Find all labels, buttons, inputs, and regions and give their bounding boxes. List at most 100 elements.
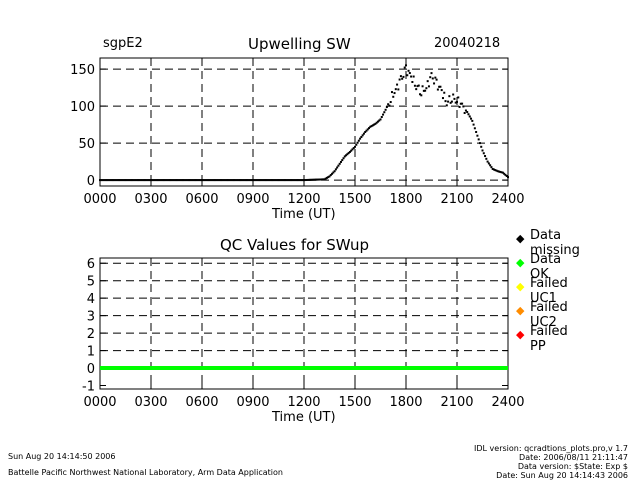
plot1-xlabel: Time (UT) — [272, 207, 336, 222]
data-point — [368, 127, 371, 130]
data-point — [370, 125, 373, 128]
data-point — [312, 178, 315, 181]
data-point — [195, 179, 198, 182]
data-point — [319, 178, 322, 181]
data-point — [198, 179, 201, 182]
data-point — [261, 179, 264, 182]
x-tick-label: 2400 — [491, 192, 524, 207]
data-point — [438, 85, 441, 88]
data-point — [125, 179, 128, 182]
data-point — [199, 179, 202, 182]
data-point — [410, 75, 413, 78]
data-point — [186, 179, 189, 182]
data-point — [357, 139, 360, 142]
data-point — [484, 155, 487, 158]
data-point — [275, 179, 278, 182]
data-point — [146, 179, 149, 182]
data-point — [472, 123, 475, 126]
data-point — [486, 160, 489, 163]
data-point — [265, 179, 268, 182]
data-point — [257, 179, 260, 182]
data-point — [134, 179, 137, 182]
data-point — [457, 96, 460, 99]
data-point — [145, 179, 148, 182]
data-point — [266, 179, 269, 182]
data-point — [160, 179, 163, 182]
data-point — [253, 179, 256, 182]
data-point — [116, 179, 119, 182]
data-point — [378, 119, 381, 122]
plot2-xlabel: Time (UT) — [272, 410, 336, 425]
data-point — [342, 157, 345, 160]
data-point — [201, 179, 203, 182]
data-point — [478, 142, 481, 145]
data-point — [449, 101, 452, 104]
data-point — [420, 94, 423, 97]
data-point — [295, 179, 298, 182]
data-point — [416, 85, 419, 88]
data-point — [289, 179, 292, 182]
data-point — [405, 64, 407, 67]
footer-version-line: Date: Sun Aug 20 14:14:43 2006 — [496, 471, 628, 480]
data-point — [430, 72, 433, 75]
data-point — [439, 85, 442, 88]
data-point — [301, 179, 304, 182]
legend-label: Data missing — [530, 228, 580, 258]
data-point — [150, 179, 152, 182]
data-point — [345, 154, 348, 157]
data-point — [227, 179, 230, 182]
data-point — [316, 178, 319, 181]
data-point — [287, 179, 290, 182]
data-point — [424, 89, 427, 92]
data-point — [311, 178, 314, 181]
legend-label: Failed UC1 — [530, 276, 568, 306]
data-point — [354, 145, 356, 148]
data-point — [237, 179, 240, 182]
data-point — [477, 138, 480, 141]
data-point — [136, 179, 139, 182]
data-point — [313, 178, 316, 181]
data-point — [406, 74, 409, 77]
data-point — [304, 179, 307, 182]
data-point — [208, 179, 211, 182]
data-point — [254, 179, 257, 182]
data-point — [328, 175, 331, 178]
data-point — [133, 179, 136, 182]
y-tick-label: 3 — [87, 310, 95, 325]
data-point — [392, 95, 395, 98]
data-point — [219, 179, 222, 182]
data-point — [361, 134, 364, 137]
data-point — [269, 179, 272, 182]
data-point — [495, 169, 498, 172]
data-point — [325, 176, 328, 179]
data-point — [348, 150, 351, 153]
data-point — [165, 179, 168, 182]
data-point — [121, 179, 124, 182]
data-point — [242, 179, 245, 182]
data-point — [417, 84, 420, 87]
data-point — [120, 179, 123, 182]
plot2-title: QC Values for SWup — [220, 236, 370, 254]
x-tick-label: 0900 — [236, 192, 269, 207]
data-point — [259, 179, 262, 182]
data-point — [231, 179, 234, 182]
data-point — [334, 168, 337, 171]
data-point — [347, 152, 350, 155]
data-point — [292, 179, 295, 182]
data-point — [492, 168, 495, 171]
data-point — [115, 179, 118, 182]
upwelling-sw-plot: 0000 0300 0600 0900 1200 1500 1800 2100 2400 0 50 1… — [70, 57, 525, 207]
data-point — [315, 178, 317, 181]
data-point — [110, 179, 113, 182]
data-point — [112, 179, 115, 182]
data-point — [376, 120, 379, 123]
data-point — [299, 179, 302, 182]
data-point — [182, 179, 185, 182]
data-point — [489, 164, 492, 167]
data-point — [244, 179, 247, 182]
data-point — [202, 179, 205, 182]
data-point — [445, 104, 448, 107]
data-point — [99, 179, 101, 182]
data-point — [309, 178, 311, 181]
data-point — [114, 179, 117, 182]
